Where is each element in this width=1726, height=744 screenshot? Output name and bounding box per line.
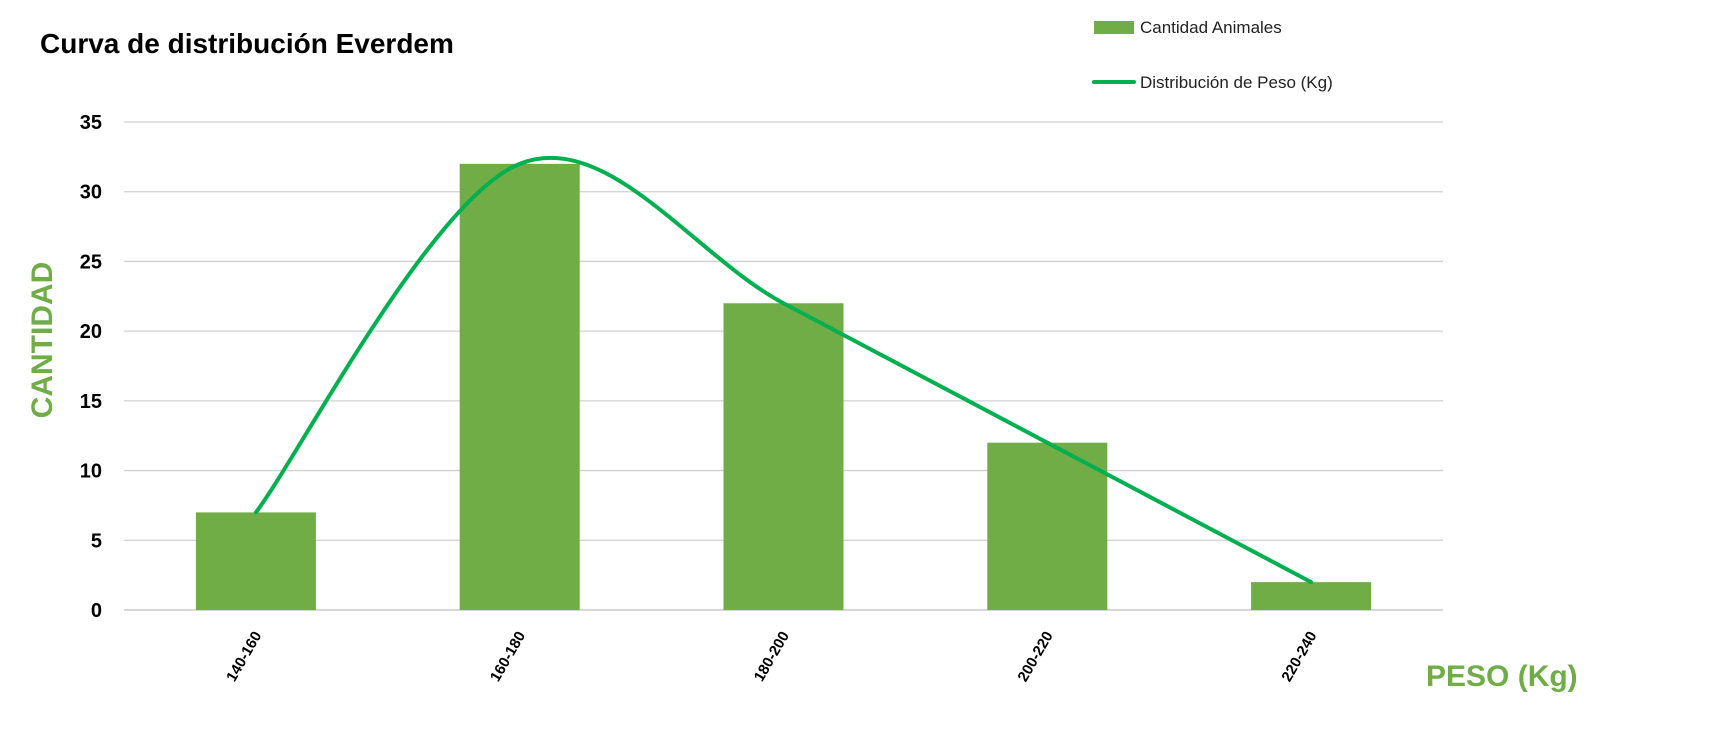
x-tick-label: 200-220	[1015, 629, 1057, 685]
x-tick-label: 180-200	[751, 629, 793, 685]
bar	[723, 303, 844, 610]
legend-label-bars: Cantidad Animales	[1140, 18, 1282, 37]
y-tick-label: 35	[80, 112, 102, 134]
legend-swatch-bars	[1094, 21, 1134, 34]
y-axis-label: CANTIDAD	[26, 262, 59, 419]
y-tick-label: 0	[91, 600, 102, 622]
bar	[987, 442, 1108, 610]
bar	[1251, 582, 1372, 610]
y-tick-label: 5	[91, 530, 102, 552]
legend: Cantidad Animales Distribución de Peso (…	[1092, 18, 1333, 92]
bar	[459, 163, 580, 611]
chart-title: Curva de distribución Everdem	[40, 28, 454, 59]
distribution-curve	[253, 155, 1314, 585]
y-axis-ticks: 0 5 10 15 20 25 30 35	[80, 112, 102, 622]
bar	[195, 512, 316, 610]
bars	[195, 163, 1372, 611]
legend-label-line: Distribución de Peso (Kg)	[1140, 73, 1333, 92]
x-tick-label: 140-160	[223, 629, 265, 685]
y-tick-label: 15	[80, 391, 102, 413]
x-tick-label: 160-180	[487, 629, 529, 685]
y-tick-label: 20	[80, 321, 102, 343]
y-tick-label: 10	[80, 461, 102, 483]
y-tick-label: 25	[80, 251, 102, 273]
x-axis-ticks: 140-160 160-180 180-200 200-220 220-240	[223, 629, 1320, 685]
x-tick-label: 220-240	[1278, 629, 1320, 685]
x-axis-label: PESO (Kg)	[1426, 660, 1578, 693]
y-tick-label: 30	[80, 182, 102, 204]
